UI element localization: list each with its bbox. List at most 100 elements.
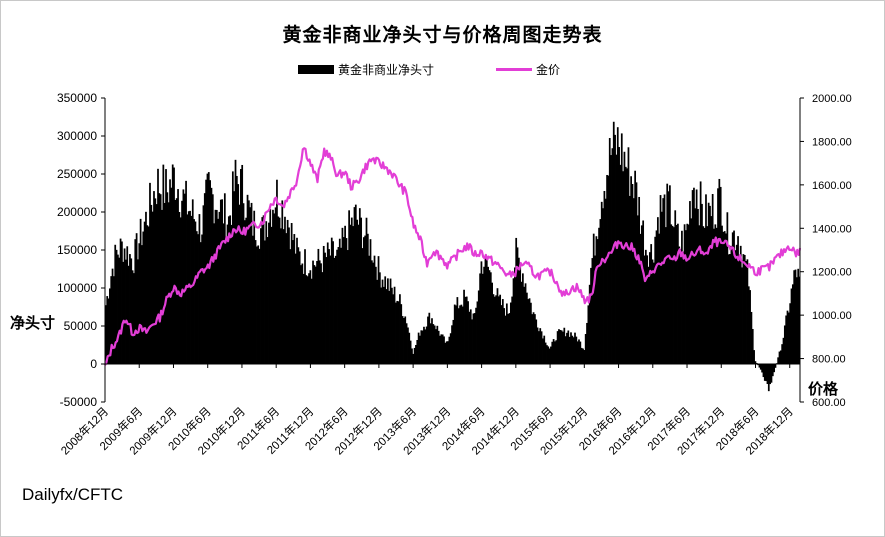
- bar: [302, 273, 305, 364]
- bar: [765, 364, 767, 382]
- bar: [193, 219, 195, 364]
- bar: [234, 159, 237, 364]
- bar: [624, 166, 627, 364]
- y-left-tick-label: 150000: [57, 243, 97, 257]
- bar: [266, 237, 269, 364]
- bar: [254, 240, 257, 364]
- bar: [468, 311, 471, 364]
- bar: [252, 235, 254, 364]
- bar: [158, 193, 161, 364]
- bar: [717, 188, 719, 364]
- bar: [630, 176, 632, 364]
- bar: [338, 238, 341, 364]
- bar: [389, 278, 392, 364]
- bar: [797, 268, 800, 364]
- bar: [399, 294, 401, 364]
- bar: [509, 302, 512, 364]
- bar: [750, 311, 753, 364]
- bar: [465, 296, 468, 364]
- bar: [723, 231, 726, 364]
- bar: [306, 276, 309, 364]
- bar: [472, 313, 475, 364]
- bar: [326, 242, 329, 364]
- bar: [453, 304, 456, 364]
- bar: [130, 258, 133, 364]
- bar: [435, 329, 437, 364]
- bar: [293, 234, 296, 364]
- bar: [604, 198, 607, 364]
- bar: [268, 222, 270, 364]
- bar: [318, 260, 321, 364]
- bar: [544, 342, 547, 364]
- bar: [497, 296, 500, 364]
- bar: [484, 254, 487, 364]
- bar: [659, 195, 662, 364]
- bar: [296, 237, 298, 364]
- bar: [237, 184, 240, 364]
- bar: [248, 200, 250, 364]
- bar: [182, 189, 185, 364]
- bar: [643, 255, 646, 364]
- bar: [229, 215, 232, 364]
- bar: [261, 217, 264, 364]
- bar: [396, 300, 399, 364]
- bar: [354, 204, 357, 364]
- bar: [791, 284, 794, 364]
- bar: [400, 304, 403, 364]
- bar: [644, 249, 647, 364]
- bar: [591, 258, 594, 364]
- bar: [421, 330, 424, 364]
- bar: [423, 326, 425, 364]
- bar: [198, 214, 201, 364]
- bar: [419, 335, 421, 364]
- bar: [444, 342, 447, 364]
- bar: [451, 325, 453, 364]
- y-right-tick-label: 1600.00: [812, 180, 852, 192]
- bar: [297, 247, 300, 364]
- bar: [501, 299, 504, 364]
- bar: [512, 278, 515, 364]
- bar: [125, 259, 127, 364]
- bar: [348, 210, 350, 364]
- bar: [610, 155, 612, 364]
- bar: [666, 183, 669, 364]
- bar: [499, 294, 502, 364]
- bar: [138, 243, 141, 364]
- bar: [743, 255, 746, 364]
- bar: [256, 246, 258, 364]
- bar: [627, 147, 630, 364]
- bar: [332, 241, 334, 364]
- bar: [408, 332, 411, 364]
- bar: [321, 272, 324, 364]
- bar: [329, 255, 332, 364]
- bar: [469, 309, 472, 364]
- bar: [562, 331, 564, 364]
- bar: [157, 168, 159, 364]
- bar: [316, 261, 318, 364]
- bar: [771, 364, 774, 377]
- bar: [330, 237, 333, 364]
- bar: [265, 221, 268, 364]
- y-right-ticks: 600.00 800.00 1000.00 1200.00 1400.00 1600.00…: [800, 93, 852, 409]
- bar: [383, 286, 385, 364]
- bar: [336, 249, 338, 364]
- bar: [638, 196, 641, 364]
- bar: [167, 202, 170, 364]
- bar: [519, 263, 522, 364]
- bar: [508, 313, 511, 364]
- bar: [530, 302, 532, 364]
- bar: [244, 220, 246, 364]
- bar: [594, 255, 596, 364]
- bar: [547, 346, 550, 364]
- bar: [308, 273, 310, 364]
- bar: [682, 251, 685, 364]
- y-axis-left-label: 净头寸: [10, 314, 56, 332]
- bar: [722, 231, 725, 364]
- y-right-tick-label: 1200.00: [812, 267, 852, 279]
- bar: [294, 253, 297, 364]
- bar: [143, 221, 146, 364]
- bar: [622, 171, 624, 364]
- bar: [524, 283, 527, 364]
- bar: [129, 254, 131, 364]
- bar: [560, 330, 563, 364]
